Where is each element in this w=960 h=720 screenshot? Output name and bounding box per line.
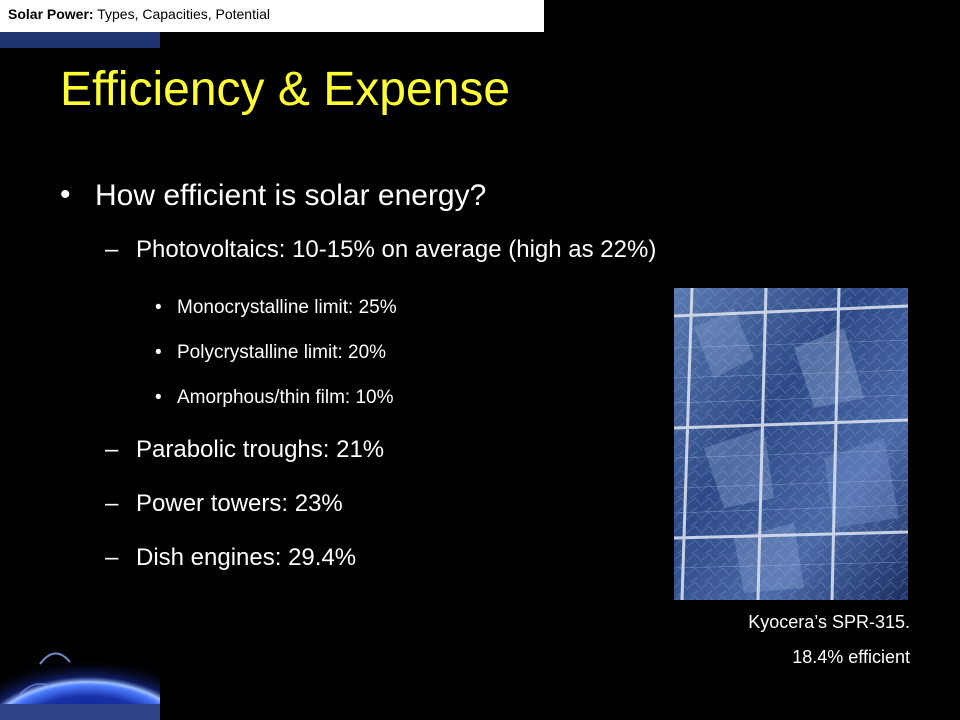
bullet-polycrystalline: Polycrystalline limit: 20%: [177, 342, 387, 363]
presentation-title-rest: Types, Capacities, Potential: [93, 6, 270, 22]
bullet-dish-engines: Dish engines: 29.4%: [136, 544, 357, 571]
bullet-power-towers: Power towers: 23%: [136, 490, 343, 517]
bullet-marker: •: [155, 387, 162, 408]
bullet-amorphous: Amorphous/thin film: 10%: [177, 387, 394, 408]
header-bar: [0, 0, 544, 32]
dash-marker: –: [105, 436, 119, 463]
corner-accent-strip: [0, 704, 160, 720]
bullet-marker: •: [60, 178, 71, 211]
dash-marker: –: [105, 236, 119, 263]
bullet-marker: •: [155, 342, 162, 363]
solar-panel-photo: [674, 288, 908, 600]
presentation-title-bold: Solar Power:: [8, 6, 94, 22]
presentation-title: Solar Power: Types, Capacities, Potentia…: [8, 6, 270, 22]
solar-panel-image: [674, 288, 908, 600]
bullet-monocrystalline: Monocrystalline limit: 25%: [177, 297, 397, 318]
photo-caption-line2: 18.4% efficient: [792, 647, 910, 667]
photo-caption-line1: Kyocera’s SPR-315.: [748, 612, 910, 632]
dash-marker: –: [105, 544, 119, 571]
bullet-photovoltaics: Photovoltaics: 10-15% on average (high a…: [136, 236, 657, 263]
bullet-marker: •: [155, 297, 162, 318]
bullet-question: How efficient is solar energy?: [95, 179, 487, 212]
bullet-parabolic-troughs: Parabolic troughs: 21%: [136, 436, 385, 463]
slide-title: Efficiency & Expense: [60, 63, 511, 116]
dash-marker: –: [105, 490, 119, 517]
